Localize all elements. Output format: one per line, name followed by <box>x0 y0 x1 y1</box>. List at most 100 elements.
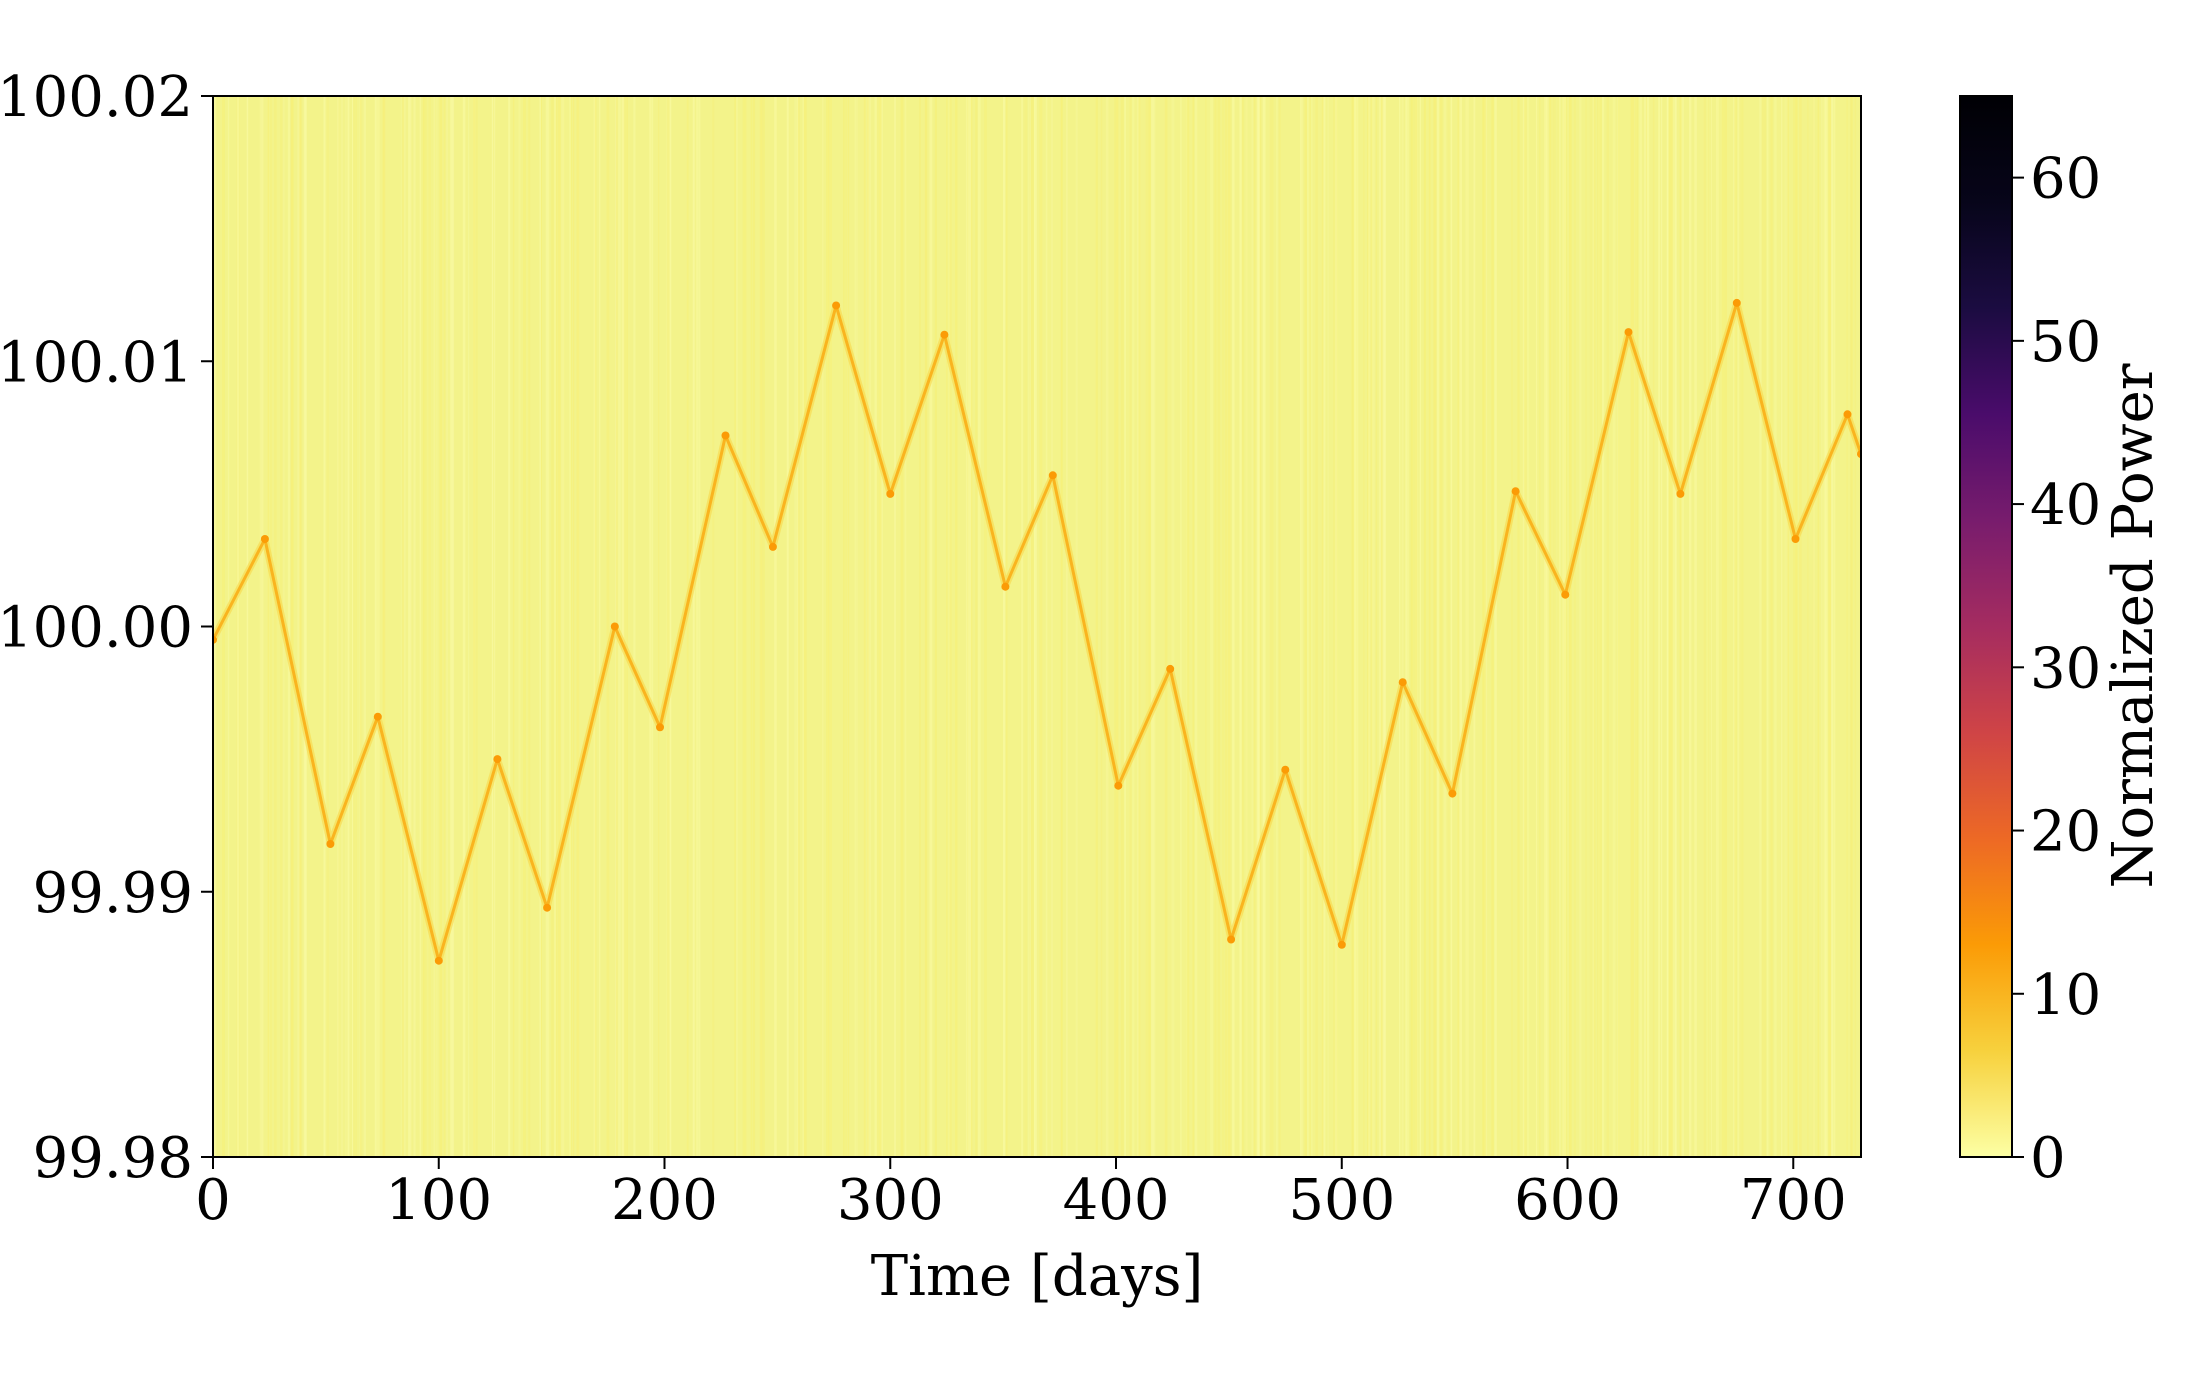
noise-streak <box>1428 96 1431 1157</box>
noise-streak <box>1786 96 1789 1157</box>
noise-streak <box>1539 96 1541 1157</box>
noise-streak <box>1419 96 1422 1157</box>
ridge-vertex <box>721 431 730 440</box>
noise-streak <box>1593 96 1596 1157</box>
noise-streak <box>1095 96 1098 1157</box>
noise-streak <box>1579 96 1582 1157</box>
noise-streak <box>797 96 800 1157</box>
y-tick-label: 100.00 <box>0 596 193 661</box>
noise-streak <box>443 96 446 1157</box>
ridge-vertex <box>940 330 949 339</box>
ridge-vertex <box>260 535 269 543</box>
noise-streak <box>1636 96 1639 1157</box>
noise-streak <box>1549 96 1551 1157</box>
noise-streak <box>1721 96 1725 1157</box>
noise-streak <box>1205 96 1207 1157</box>
noise-streak <box>934 96 937 1157</box>
noise-streak <box>1039 96 1043 1157</box>
ridge-vertex <box>1843 410 1852 419</box>
noise-streak <box>1005 96 1008 1157</box>
noise-streak <box>1164 96 1168 1157</box>
noise-streak <box>1262 96 1266 1157</box>
ridge-vertex <box>1398 678 1407 687</box>
noise-streak <box>299 96 301 1157</box>
ridge-vertex <box>1114 781 1123 790</box>
noise-streak <box>1689 96 1692 1157</box>
noise-streak <box>338 96 340 1157</box>
noise-streak <box>1652 96 1655 1157</box>
noise-streak <box>259 96 263 1157</box>
noise-streak <box>1308 96 1311 1157</box>
ridge-vertex <box>1676 489 1685 498</box>
noise-streak <box>802 96 804 1157</box>
noise-streak <box>1817 96 1820 1157</box>
noise-streak <box>337 96 340 1157</box>
noise-streak <box>355 96 357 1157</box>
noise-streak <box>594 96 597 1157</box>
noise-streak <box>1187 96 1190 1157</box>
noise-streak <box>881 96 884 1157</box>
noise-streak <box>1612 96 1616 1157</box>
noise-streak <box>1825 96 1828 1157</box>
y-axis: 99.98 99.99 100.00 100.01 100.02 <box>0 65 213 1191</box>
noise-streak <box>561 96 565 1157</box>
x-tick-label: 0 <box>195 1168 231 1233</box>
noise-streak <box>403 96 406 1157</box>
frequency-ridge <box>213 298 1861 965</box>
noise-streak <box>1450 96 1453 1157</box>
noise-streak <box>787 96 789 1157</box>
noise-streak <box>900 96 904 1157</box>
noise-streak <box>508 96 510 1157</box>
noise-streak <box>1739 96 1741 1157</box>
noise-streak <box>1302 96 1304 1157</box>
noise-streak <box>408 96 411 1157</box>
noise-streak <box>554 96 556 1157</box>
x-tick-label: 200 <box>611 1168 718 1233</box>
noise-streak <box>1311 96 1313 1157</box>
noise-streak <box>382 96 386 1157</box>
colorbar-gradient <box>1959 95 2013 1158</box>
noise-streak <box>874 96 877 1157</box>
noise-streak <box>1148 96 1151 1157</box>
noise-streak <box>468 96 470 1157</box>
noise-streak <box>752 96 756 1157</box>
noise-streak <box>1763 96 1766 1157</box>
noise-streak <box>1185 96 1187 1157</box>
noise-streak <box>547 96 550 1157</box>
ridge-vertex <box>1624 328 1633 337</box>
ridge-vertex <box>434 956 443 965</box>
y-tick-label: 99.98 <box>33 1126 193 1191</box>
noise-streak <box>1599 96 1602 1157</box>
noise-streak <box>1154 96 1156 1157</box>
noise-streak <box>287 96 290 1157</box>
noise-streak <box>1136 96 1139 1157</box>
noise-streak <box>1524 96 1527 1157</box>
ridge-vertex <box>886 489 895 498</box>
noise-streak <box>623 96 627 1157</box>
noise-streak <box>1401 96 1404 1157</box>
noise-streak <box>864 96 866 1157</box>
noise-streak <box>1544 96 1547 1157</box>
noise-streak <box>1606 96 1609 1157</box>
noise-streak <box>1045 96 1048 1157</box>
ridge-vertex <box>1048 471 1057 480</box>
colorbar: 0 10 20 30 40 50 60 Normalized Power <box>1959 95 2166 1191</box>
noise-streak <box>1465 96 1468 1157</box>
noise-streak <box>291 96 294 1157</box>
noise-streak <box>847 96 850 1157</box>
noise-streak <box>1770 96 1773 1157</box>
noise-streak <box>425 96 427 1157</box>
noise-streak <box>1035 96 1037 1157</box>
x-tick-label: 500 <box>1288 1168 1395 1233</box>
noise-streak <box>1734 96 1737 1157</box>
noise-streak <box>845 96 847 1157</box>
noise-streak <box>1003 96 1006 1157</box>
x-tick-label: 100 <box>385 1168 492 1233</box>
noise-streak <box>774 96 777 1157</box>
noise-streak <box>1812 96 1815 1157</box>
noise-streak <box>1494 96 1497 1157</box>
noise-streak <box>919 96 921 1157</box>
noise-streak <box>213 96 216 1157</box>
noise-streak <box>555 96 558 1157</box>
noise-streak <box>966 96 969 1157</box>
